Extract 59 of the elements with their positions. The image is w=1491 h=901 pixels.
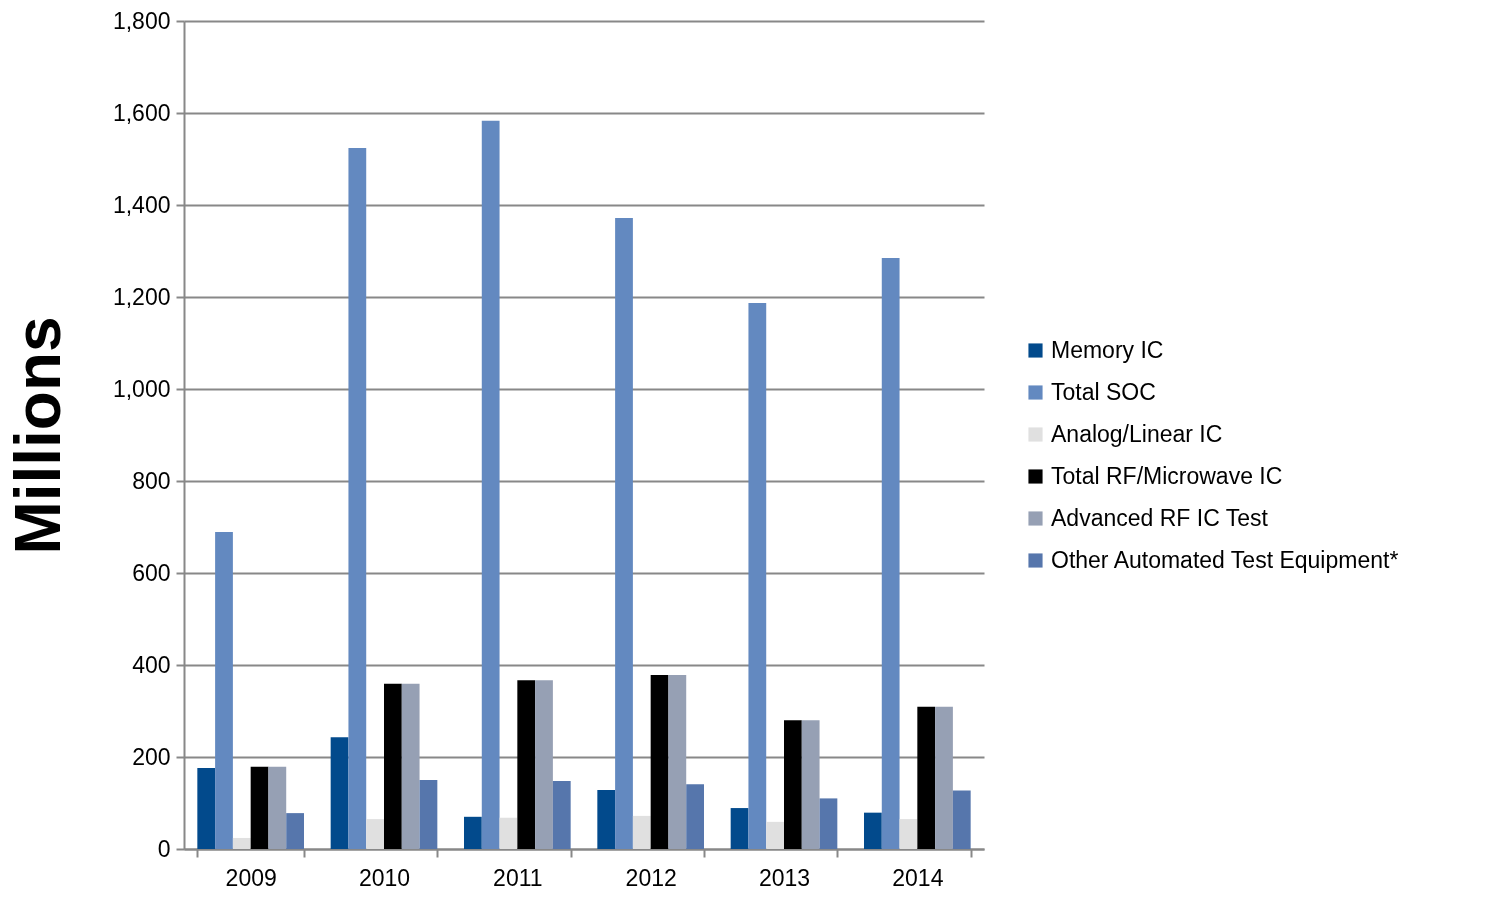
bar [197, 768, 216, 849]
x-tick-label: 2010 [358, 864, 411, 891]
bar [330, 737, 349, 849]
legend-label: Memory IC [1051, 336, 1164, 363]
y-axis-title: Millions [1, 316, 74, 555]
bar [286, 813, 304, 849]
bar [366, 819, 384, 849]
bar [952, 790, 971, 849]
x-tick-label: 2014 [892, 864, 944, 891]
bar [419, 780, 438, 849]
x-tick-label: 2009 [225, 864, 277, 891]
y-tick-label: 1,000 [112, 375, 171, 402]
bar [552, 780, 571, 849]
bar [632, 815, 651, 849]
bar [215, 532, 233, 849]
bar [464, 816, 482, 849]
bar [535, 680, 553, 849]
y-tick-label: 800 [132, 467, 171, 494]
bar [268, 766, 287, 849]
bar [650, 675, 669, 849]
y-tick-label: 1,800 [112, 7, 171, 34]
y-tick-label: 600 [132, 559, 171, 586]
bar [348, 147, 367, 849]
legend-label: Total RF/Microwave IC [1051, 462, 1283, 489]
legend-label: Total SOC [1051, 378, 1156, 405]
bar [686, 784, 704, 849]
bar [401, 683, 420, 849]
bar [668, 675, 687, 849]
bar [801, 720, 820, 849]
legend-label: Analog/Linear IC [1051, 420, 1223, 447]
bar [935, 706, 953, 849]
bar [784, 720, 802, 849]
y-tick-label: 1,400 [112, 191, 171, 218]
y-tick-label: 1,600 [112, 99, 171, 126]
bar [881, 257, 900, 849]
bar [748, 302, 767, 849]
x-tick-label: 2013 [758, 864, 811, 891]
bar [917, 706, 936, 849]
y-tick-label: 0 [157, 835, 171, 862]
bar [615, 217, 633, 849]
x-tick-label: 2012 [625, 864, 677, 891]
legend-label: Advanced RF IC Test [1051, 504, 1269, 531]
bar [384, 683, 402, 849]
bar [232, 837, 251, 849]
y-tick-label: 1,200 [112, 283, 171, 310]
bar [730, 808, 749, 849]
bar [766, 821, 784, 849]
bar [250, 766, 269, 849]
bar [864, 812, 882, 849]
x-tick-label: 2011 [493, 864, 543, 891]
y-tick-label: 200 [132, 743, 171, 770]
y-tick-label: 400 [132, 651, 171, 678]
bar [597, 790, 616, 849]
bar [481, 120, 500, 849]
bar [899, 819, 918, 849]
bar [819, 798, 838, 849]
legend-label: Other Automated Test Equipment* [1051, 546, 1399, 573]
bar [517, 680, 536, 849]
bar [499, 817, 518, 849]
